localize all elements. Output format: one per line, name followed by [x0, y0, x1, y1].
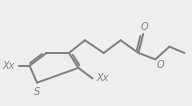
- Text: O: O: [156, 60, 164, 70]
- Text: S: S: [34, 87, 40, 97]
- Text: Xx: Xx: [96, 73, 109, 83]
- Text: Xx: Xx: [2, 61, 15, 71]
- Text: O: O: [140, 22, 148, 32]
